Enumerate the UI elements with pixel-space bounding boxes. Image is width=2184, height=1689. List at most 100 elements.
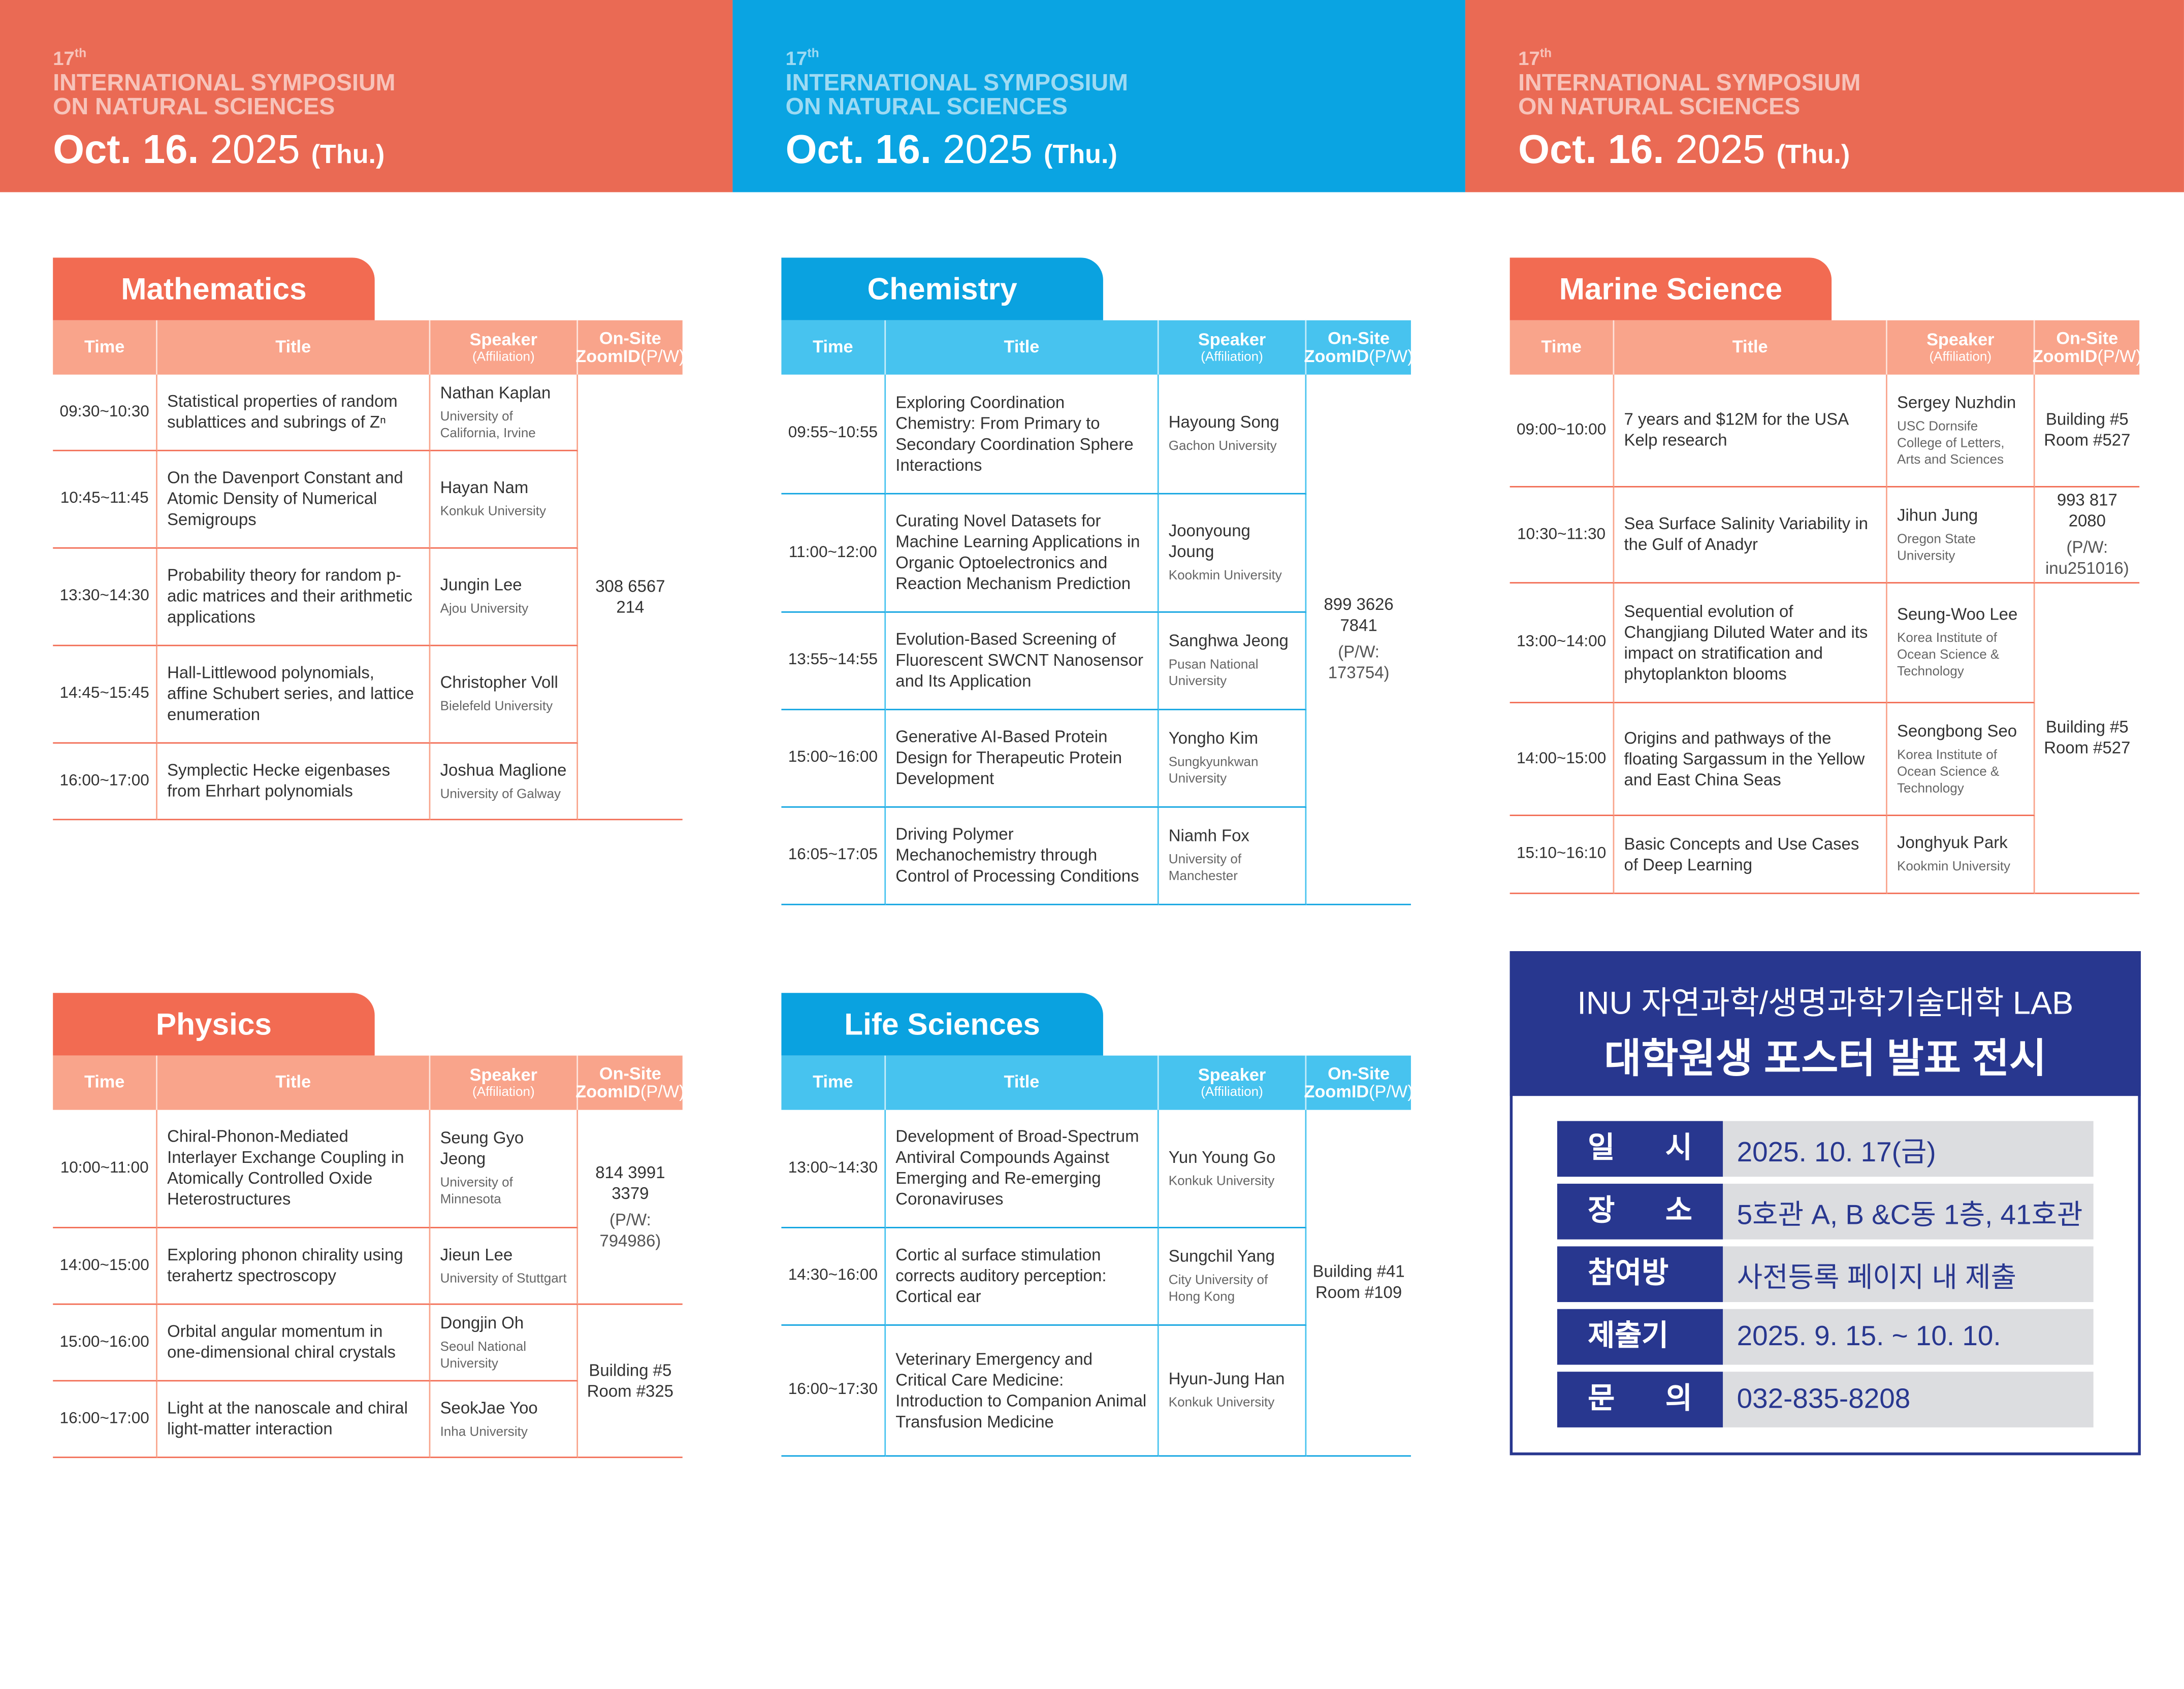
column-title: ZoomID(P/W) [2033,347,2142,366]
speaker-cell: Hayan Nam Konkuk University [430,451,579,549]
weekday: (Thu.) [1776,140,1850,170]
room-info: 814 3991 3379 [595,1162,665,1203]
symposium-line: INTERNATIONAL SYMPOSIUM [785,70,1128,96]
date-year: 2025 [943,128,1033,173]
column-header: On-Site ZoomID(P/W) [1304,320,1414,375]
time-cell: 09:30~10:30 [53,374,157,451]
column-header: Time [781,320,886,375]
speaker-name: Dongjin Oh [440,1312,524,1333]
column-header: On-Site ZoomID(P/W) [1304,1055,1414,1110]
column-title: ZoomID(P/W) [575,347,685,366]
column-title: ZoomID [1304,1081,1369,1101]
session-table: Mathematics Time Title Speaker (Affiliation)… [53,257,685,954]
column-header: Time [53,1055,157,1110]
column-title: Title [275,1072,311,1092]
speaker-name: Niamh Fox [1168,826,1249,846]
title-cell: 7 years and $12M for the USA Kelp resear… [1614,374,1887,488]
speaker-affiliation: Seoul National University [440,1339,527,1371]
room-cell: 899 3626 7841 (P/W: 173754) [1306,375,1411,905]
title-cell: Hall-Littlewood polynomials, affine Schu… [157,646,431,744]
speaker-affiliation: City University of Hong Kong [1168,1273,1268,1305]
speaker-name: Sergey Nuzhdin [1897,392,2016,412]
column-title: On-Site [599,1063,661,1083]
edition: 17th [1518,46,1552,69]
column-subtitle: (P/W) [1369,346,1414,366]
speaker-cell: Jungin Lee Ajou University [430,548,579,646]
column-title: ZoomID [575,1081,640,1101]
room-info: 308 6567 214 [595,575,665,616]
speaker-affiliation: Korea Institute of Ocean Science & Techn… [1897,631,2000,680]
time-cell: 15:10~16:10 [1509,816,1615,894]
column-title: ZoomID [1304,346,1369,366]
date-day: Oct. 16. [785,128,932,173]
title-cell: Sea Surface Salinity Variability in the … [1614,487,1887,584]
column-header: Speaker (Affiliation) [430,1055,579,1110]
title-cell: Curating Novel Datasets for Machine Lear… [886,494,1159,613]
column-header: Title [1614,320,1887,375]
speaker-affiliation: University of Minnesota [440,1175,513,1208]
column-title: Title [1004,337,1040,357]
time-cell: 16:00~17:00 [53,743,157,821]
column-title: ZoomID(P/W) [575,1081,685,1101]
column-title: ZoomID(P/W) [1304,1081,1414,1101]
speaker-name: Hyun-Jung Han [1168,1369,1285,1389]
title-cell: Exploring phonon chirality using teraher… [157,1228,431,1305]
info-label: 일 시 [1557,1121,1723,1177]
column-title: ZoomID(P/W) [1304,347,1414,366]
info-value: 032-835-8208 [1723,1372,2094,1427]
edition: 17th [786,46,819,69]
info-value: 5호관 A, B &C동 1층, 41호관 [1723,1183,2094,1240]
column-subtitle: (P/W) [1369,1081,1414,1101]
column-title: Title [1732,337,1768,357]
speaker-name: Joonyoung Joung [1168,521,1250,562]
column-title: Time [813,337,853,357]
title-cell: Basic Concepts and Use Cases of Deep Lea… [1614,816,1887,894]
speaker-cell: Dongjin Oh Seoul National University [430,1305,579,1382]
column-title: Speaker [1198,329,1266,349]
title-cell: Development of Broad-Spectrum Antiviral … [886,1110,1159,1228]
room-cell: Building #5 Room #527 [2035,375,2140,488]
date-year: 2025 [210,128,300,173]
speaker-name: Jieun Lee [440,1244,513,1264]
time-cell: 09:55~10:55 [781,374,886,495]
column-title: Speaker [1926,329,1995,349]
title-cell: Symplectic Hecke eigenbases from Ehrhart… [157,743,431,821]
column-subtitle: (Affiliation) [1201,348,1263,365]
speaker-cell: Seung-Woo Lee Korea Institute of Ocean Sc… [1887,583,2035,703]
speaker-name: Jungin Lee [440,575,522,595]
column-subtitle: (Affiliation) [472,348,535,365]
title-cell: Origins and pathways of the floating Sar… [1614,703,1887,816]
speaker-cell: Sungchil Yang City University of Hong Kon… [1159,1228,1307,1326]
room-cell: Building #5 Room #527 [2035,583,2140,894]
info-label: 문 의 [1557,1372,1723,1427]
speaker-affiliation: University of Galway [440,786,561,802]
column-header: Time [1509,320,1615,375]
speaker-name: Jihun Jung [1897,505,1978,525]
title-cell: Chiral-Phonon-Mediated Interlayer Exchan… [157,1110,431,1228]
speaker-name: Joshua Maglione [440,759,567,779]
edition-suffix: th [807,46,819,60]
speaker-affiliation: Bielefeld University [440,699,553,714]
title-cell: Sequential evolution of Changjiang Dilut… [1614,583,1887,703]
column-title: Title [275,337,311,357]
speaker-affiliation: Kookmin University [1897,859,2010,875]
column-subtitle: (Affiliation) [472,1084,535,1100]
column-title: Speaker [469,329,538,349]
session-tab: Physics [53,993,375,1056]
speaker-cell: Seongbong Seo Korea Institute of Ocean Sc… [1887,703,2035,816]
info-label: 장 소 [1557,1183,1723,1240]
column-header: Speaker (Affiliation) [1159,320,1307,375]
column-title: Time [813,1072,853,1092]
speaker-name: Sungchil Yang [1168,1246,1275,1266]
session-table: Chemistry Time Title Speaker (Affiliation) On… [781,257,1414,954]
speaker-affiliation: University of Stuttgart [440,1271,567,1286]
edition-suffix: th [74,46,87,60]
edition: 17th [53,46,86,69]
column-header: Title [886,1055,1159,1110]
title-cell: Exploring Coordination Chemistry: From P… [886,374,1159,495]
speaker-cell: Jonghyuk Park Kookmin University [1887,816,2035,894]
date-day: Oct. 16. [53,128,199,173]
info-value: 2025. 9. 15. ~ 10. 10. [1723,1309,2094,1365]
column-header: On-Site ZoomID(P/W) [575,1055,685,1110]
time-cell: 15:00~16:00 [53,1305,157,1382]
